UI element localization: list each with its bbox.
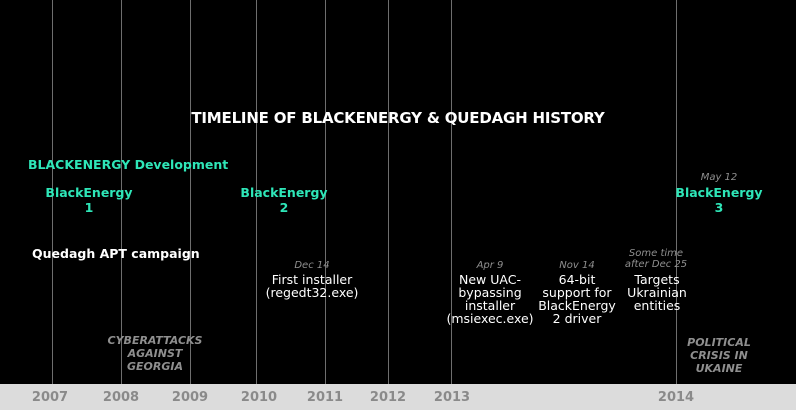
year-label: 2014 (657, 390, 695, 405)
gridline (325, 0, 326, 384)
version-date: May 12 (700, 172, 738, 183)
gridline (676, 0, 677, 384)
event-text: Targets Ukrainian entities (627, 272, 687, 313)
event-date: Dec 14 (294, 260, 330, 271)
page-title: TIMELINE OF BLACKENERGY & QUEDAGH HISTOR… (191, 109, 605, 127)
version-marker-3: BlackEnergy 3 (664, 185, 774, 215)
version-label: BlackEnergy 2 (240, 185, 328, 215)
event-date: Some time after Dec 25 (624, 248, 688, 270)
gridline (256, 0, 257, 384)
version-marker-1: BlackEnergy 1 (34, 185, 144, 215)
year-label: 2007 (31, 390, 69, 405)
gridline (121, 0, 122, 384)
year-label: 2012 (369, 390, 407, 405)
year-label: 2009 (171, 390, 209, 405)
year-label: 2010 (240, 390, 278, 405)
year-label: 2011 (306, 390, 344, 405)
event-date: Apr 9 (476, 260, 504, 271)
event-text: First installer (regedt32.exe) (265, 272, 359, 300)
event-text: New UAC- bypassing installer (msiexec.ex… (446, 272, 534, 326)
version-marker-2: BlackEnergy 2 (229, 185, 339, 215)
gridline (190, 0, 191, 384)
year-label: 2008 (102, 390, 140, 405)
version-label: BlackEnergy 3 (675, 185, 763, 215)
year-axis (0, 384, 796, 410)
year-label: 2013 (433, 390, 471, 405)
history-note-georgia: CYBERATTACKS AGAINST GEORGIA (107, 334, 203, 373)
track-label-blackenergy: BLACKENERGY Development (28, 157, 229, 172)
event-date: Nov 14 (559, 260, 595, 271)
version-label: BlackEnergy 1 (45, 185, 133, 215)
event-text: 64-bit support for BlackEnergy 2 driver (538, 272, 616, 326)
gridline (388, 0, 389, 384)
gridline (52, 0, 53, 384)
history-note-ukraine: POLITICAL CRISIS IN UKAINE (687, 336, 751, 375)
gridline (451, 0, 452, 384)
track-label-quedagh: Quedagh APT campaign (32, 246, 200, 261)
